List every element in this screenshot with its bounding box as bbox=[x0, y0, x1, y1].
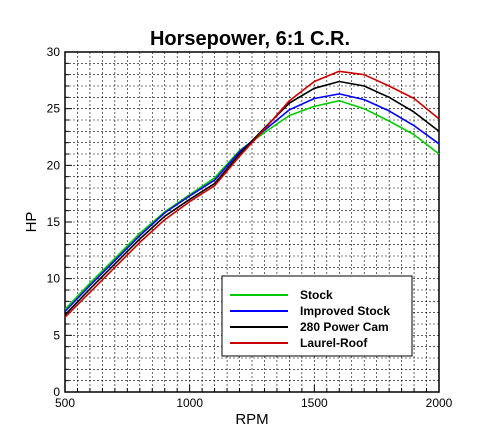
y-axis-label: HP bbox=[23, 212, 40, 233]
legend-label: 280 Power Cam bbox=[300, 320, 389, 334]
legend: Stock Improved Stock 280 Power Cam Laurel-R… bbox=[221, 275, 413, 357]
y-tick-label: 10 bbox=[47, 272, 61, 286]
y-tick-label: 20 bbox=[47, 158, 61, 172]
y-tick-label: 5 bbox=[53, 328, 60, 342]
x-axis-label: RPM bbox=[235, 411, 268, 428]
x-tick-label: 1000 bbox=[176, 396, 203, 410]
legend-label: Improved Stock bbox=[300, 304, 390, 318]
legend-label: Stock bbox=[300, 288, 333, 302]
chart-title: Horsepower, 6:1 C.R. bbox=[150, 28, 350, 50]
series-lines bbox=[64, 70, 440, 318]
y-tick-label: 15 bbox=[47, 215, 61, 229]
axis-ticks: 500 1000 1500 2000 0 5 10 15 20 25 30 bbox=[47, 45, 453, 410]
y-tick-label: 0 bbox=[53, 385, 60, 399]
series-line-laurel-roof bbox=[64, 70, 440, 318]
legend-label: Laurel-Roof bbox=[300, 336, 368, 350]
y-tick-label: 25 bbox=[47, 102, 61, 116]
x-tick-label: 500 bbox=[55, 396, 75, 410]
y-tick-label: 30 bbox=[47, 45, 61, 59]
x-tick-label: 1500 bbox=[301, 396, 328, 410]
x-tick-label: 2000 bbox=[426, 396, 453, 410]
series-line-280-power-cam bbox=[64, 80, 440, 316]
grid bbox=[65, 52, 439, 392]
